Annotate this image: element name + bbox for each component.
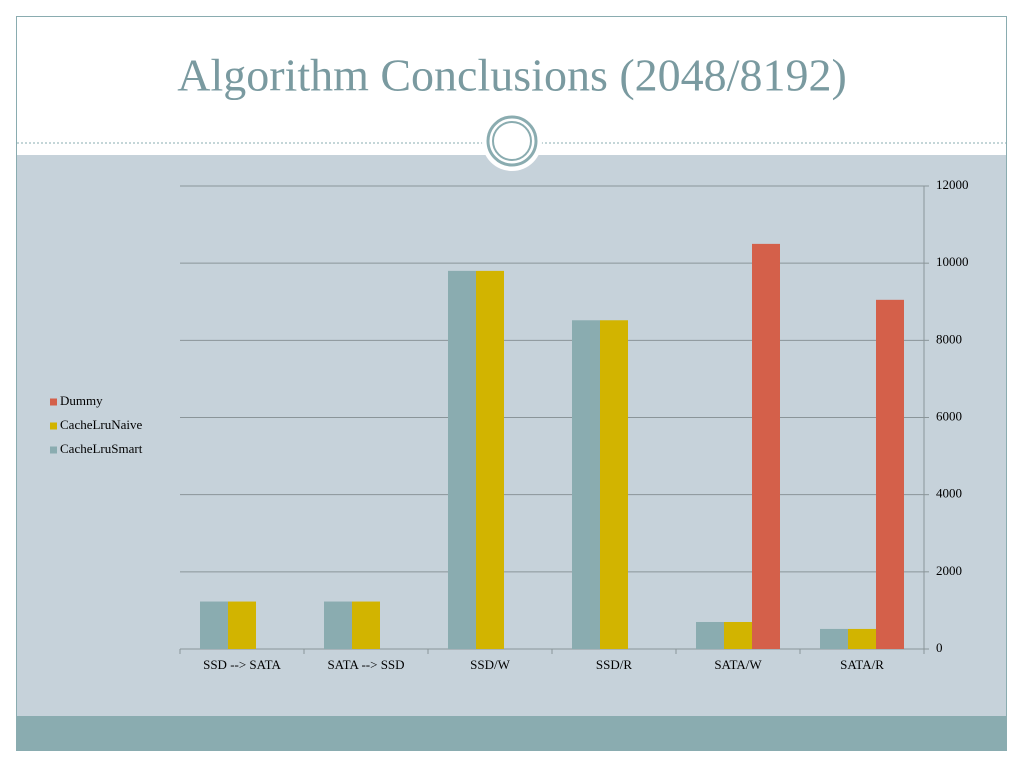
ornament-ring	[486, 115, 538, 167]
bar	[352, 601, 380, 649]
bar	[572, 320, 600, 649]
y-tick-label: 0	[936, 640, 943, 655]
x-tick-label: SATA/W	[714, 657, 762, 672]
bar	[228, 601, 256, 649]
ornament-inner	[492, 121, 532, 161]
x-tick-label: SSD/W	[470, 657, 510, 672]
x-tick-label: SSD/R	[596, 657, 632, 672]
legend-label: CacheLruSmart	[60, 441, 143, 456]
y-tick-label: 10000	[936, 254, 969, 269]
y-tick-label: 8000	[936, 331, 962, 346]
bar	[696, 621, 724, 649]
bar	[876, 299, 904, 649]
bar	[476, 270, 504, 649]
legend-label: CacheLruNaive	[60, 417, 143, 432]
bar	[752, 243, 780, 649]
x-tick-label: SATA --> SSD	[327, 657, 404, 672]
bar	[724, 621, 752, 649]
bar	[200, 601, 228, 649]
y-tick-label: 4000	[936, 486, 962, 501]
bar	[448, 270, 476, 649]
y-tick-label: 12000	[936, 177, 969, 192]
bar	[600, 320, 628, 649]
bar	[324, 601, 352, 649]
chart-area	[17, 155, 1006, 716]
legend-swatch	[50, 398, 57, 406]
x-tick-label: SSD --> SATA	[203, 657, 281, 672]
legend-swatch	[50, 446, 57, 454]
y-tick-label: 6000	[936, 408, 962, 423]
x-tick-label: SATA/R	[840, 657, 884, 672]
y-tick-label: 2000	[936, 563, 962, 578]
bar	[820, 628, 848, 649]
footer-band	[17, 716, 1006, 750]
legend-label: Dummy	[60, 393, 103, 408]
ornament-outer	[482, 111, 542, 171]
chart-title: Algorithm Conclusions (2048/8192)	[177, 50, 847, 101]
legend-swatch	[50, 422, 57, 430]
bar	[848, 628, 876, 649]
